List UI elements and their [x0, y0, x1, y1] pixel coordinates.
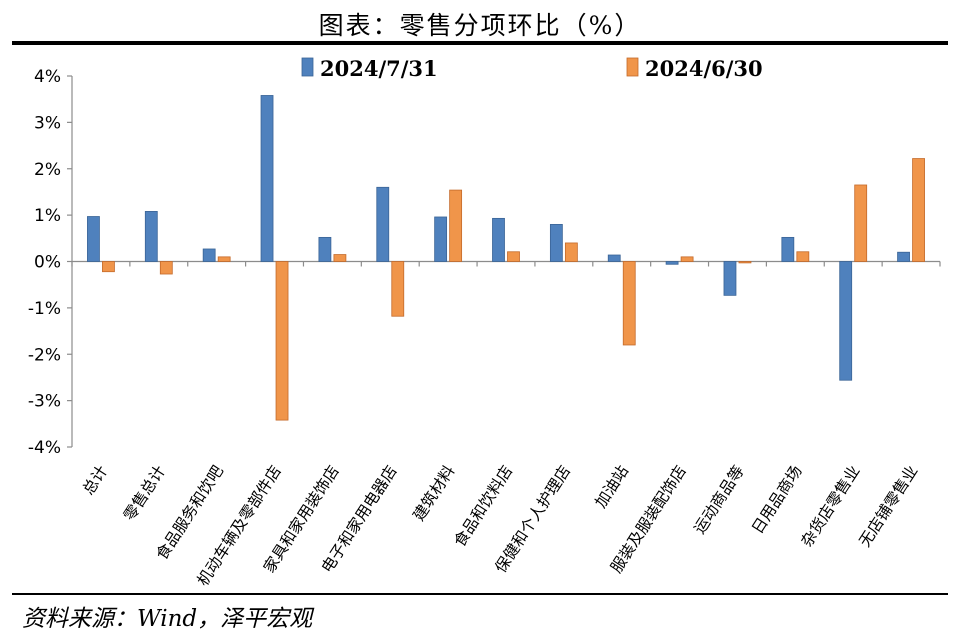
y-tick-label: 3% — [34, 113, 61, 133]
category-label: 运动商品等 — [691, 462, 748, 537]
title-rule — [12, 41, 948, 45]
bar-series-1-8 — [492, 217, 505, 262]
axis-labels: 4%3%2%1%0%-1%-2%-3%-4%总计 零售总计食品服务和饮吧机动车辆及… — [28, 67, 922, 589]
bar-series-1-6 — [376, 186, 390, 262]
legend-swatch-series-1 — [301, 57, 314, 77]
category-label: 加油站 — [592, 462, 632, 511]
bars — [87, 95, 925, 421]
bar-series-2-2 — [159, 261, 173, 275]
y-tick-label: 0% — [34, 253, 61, 273]
legend-label-series-1: 2024/7/31 — [320, 56, 438, 81]
bar-series-1-2 — [144, 211, 158, 262]
bar-series-2-3 — [217, 256, 231, 262]
bar-series-1-15 — [897, 251, 910, 262]
source-note: 资料来源：Wind，泽平宏观 — [22, 606, 313, 632]
bar-series-2-9 — [564, 242, 578, 262]
legend: 2024/7/31 2024/6/30 — [301, 56, 763, 81]
category-label: 总计 — [79, 462, 111, 498]
y-tick-label: 4% — [34, 67, 61, 87]
bar-series-2-6 — [391, 261, 405, 317]
bar-series-2-10 — [622, 261, 636, 346]
bar-series-1-10 — [607, 254, 621, 262]
bar-series-1-5 — [318, 236, 332, 262]
bar-series-2-7 — [449, 189, 463, 262]
bar-series-1-4 — [260, 95, 274, 262]
y-tick-label: -3% — [28, 392, 61, 412]
category-label: 日用品商场 — [748, 462, 805, 537]
axes — [67, 75, 941, 448]
bar-series-1-13 — [781, 236, 795, 262]
bar-series-2-12 — [738, 261, 752, 264]
bar-series-2-14 — [854, 184, 868, 262]
bar-series-1-11 — [665, 261, 679, 265]
category-label: 杂货店零售业 — [798, 462, 864, 550]
bar-series-2-5 — [333, 254, 347, 262]
legend-label-series-2: 2024/6/30 — [645, 56, 763, 81]
bar-series-2-1 — [102, 261, 115, 273]
y-tick-label: 2% — [34, 160, 61, 180]
category-label: 无店铺零售业 — [856, 462, 922, 550]
legend-swatch-series-2 — [626, 57, 639, 77]
bar-series-1-1 — [87, 216, 100, 262]
category-label: 建筑材料 — [410, 462, 459, 524]
bar-series-2-13 — [796, 251, 810, 262]
source-rule — [12, 593, 948, 595]
bar-series-2-4 — [275, 261, 289, 421]
bar-series-1-14 — [839, 261, 853, 381]
bar-series-2-8 — [507, 251, 520, 262]
bar-series-1-7 — [434, 216, 448, 262]
bar-series-2-15 — [912, 158, 925, 262]
chart-title: 图表：零售分项环比（%） — [318, 11, 642, 40]
y-tick-label: -1% — [28, 299, 61, 319]
category-label: 零售总计 — [120, 462, 169, 524]
category-label: 食品和饮料店 — [451, 462, 517, 550]
bar-chart: 2024/7/31 2024/6/30 4% 3% 2% 1% 0% -1% -2% -3% -… — [28, 56, 941, 589]
y-tick-label: -2% — [28, 345, 61, 365]
y-tick-label: 1% — [34, 206, 61, 226]
bar-series-1-9 — [549, 223, 563, 262]
bar-series-1-12 — [723, 261, 737, 296]
bar-series-1-3 — [202, 248, 216, 262]
y-tick-label: -4% — [28, 438, 61, 458]
bar-series-2-11 — [680, 256, 694, 262]
